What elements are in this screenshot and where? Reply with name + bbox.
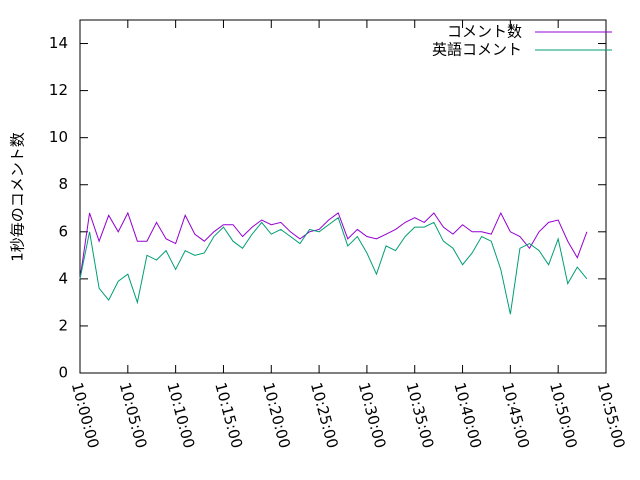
- x-tick-label: 10:55:00: [594, 381, 629, 451]
- x-tick-label: 10:25:00: [307, 381, 342, 451]
- y-tick-label: 6: [58, 222, 68, 240]
- y-tick-label: 0: [58, 364, 68, 382]
- y-tick-label: 4: [58, 269, 68, 287]
- series-line: [79, 211, 588, 279]
- x-tick-label: 10:00:00: [68, 381, 103, 451]
- x-tick-label: 10:10:00: [163, 381, 198, 451]
- x-tick-label: 10:20:00: [259, 381, 294, 451]
- legend-label: 英語コメント: [432, 41, 522, 59]
- y-tick-label: 10: [49, 128, 68, 146]
- x-tick-label: 10:35:00: [403, 381, 438, 451]
- x-tick-label: 10:50:00: [546, 381, 581, 451]
- y-tick-label: 2: [58, 316, 68, 334]
- y-tick-label: 14: [49, 34, 68, 52]
- x-tick-label: 10:30:00: [355, 381, 390, 451]
- y-tick-label: 12: [49, 81, 68, 99]
- x-tick-label: 10:45:00: [498, 381, 533, 451]
- series-line: [79, 216, 588, 315]
- x-tick-label: 10:15:00: [211, 381, 246, 451]
- legend-label: コメント数: [447, 23, 522, 41]
- y-tick-label: 8: [58, 175, 68, 193]
- x-tick-label: 10:40:00: [450, 381, 485, 451]
- y-axis-label: 1秒毎のコメント数: [9, 132, 27, 262]
- x-tick-label: 10:05:00: [116, 381, 151, 451]
- plot-border: [79, 19, 607, 374]
